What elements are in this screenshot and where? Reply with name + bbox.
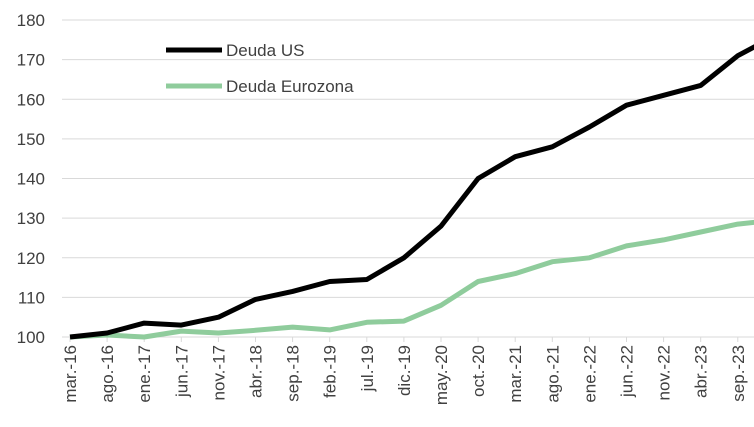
x-tick-label: jun.-17: [172, 345, 191, 398]
y-tick-label: 120: [17, 249, 45, 268]
x-tick-label: may.-20: [432, 345, 451, 405]
series-line: [69, 44, 754, 340]
x-tick-label: ago.-16: [98, 345, 117, 403]
x-tick-label: mar.-21: [506, 345, 525, 403]
y-tick-label: 100: [17, 328, 45, 347]
legend-label: Deuda Eurozona: [226, 77, 354, 96]
x-tick-label: abr.-18: [247, 345, 266, 398]
x-tick-label: nov.-17: [209, 345, 228, 400]
x-tick-label: jun.-22: [618, 345, 637, 398]
x-tick-label: ago.-21: [543, 345, 562, 403]
x-tick-label: jul.-19: [358, 345, 377, 392]
y-tick-label: 180: [17, 11, 45, 30]
y-tick-label: 160: [17, 90, 45, 109]
y-tick-label: 130: [17, 209, 45, 228]
x-tick-label: ene.-17: [135, 345, 154, 403]
y-tick-label: 150: [17, 130, 45, 149]
y-tick-label: 170: [17, 51, 45, 70]
x-tick-label: sep.-18: [284, 345, 303, 402]
x-tick-label: oct.-20: [469, 345, 488, 397]
x-tick-label: ene.-22: [580, 345, 599, 403]
legend-label: Deuda US: [226, 41, 304, 60]
x-tick-label: abr.-23: [692, 345, 711, 398]
x-tick-label: feb.-19: [321, 345, 340, 398]
x-tick-label: dic.-19: [395, 345, 414, 396]
y-tick-label: 140: [17, 170, 45, 189]
series-line: [69, 219, 754, 340]
x-tick-label: nov.-22: [655, 345, 674, 400]
x-tick-label: mar.-16: [61, 345, 80, 403]
y-tick-label: 110: [18, 288, 45, 307]
x-tick-label: sep.-23: [729, 345, 748, 402]
